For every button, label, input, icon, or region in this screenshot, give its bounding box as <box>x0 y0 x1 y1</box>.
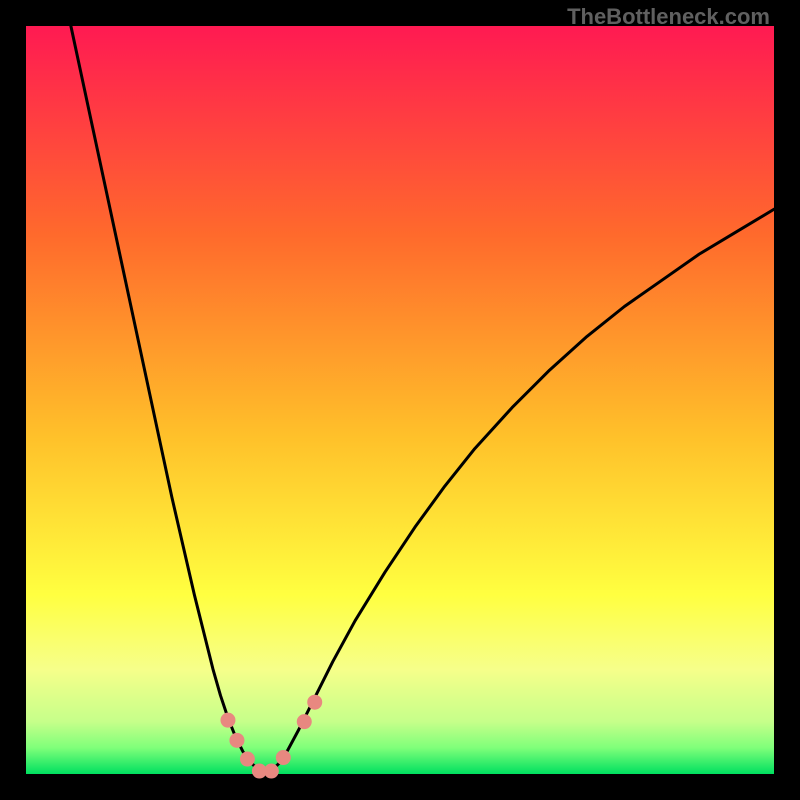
plot-background <box>26 26 774 774</box>
curve-marker <box>240 752 254 766</box>
bottleneck-chart <box>0 0 800 800</box>
curve-marker <box>297 715 311 729</box>
curve-marker <box>276 751 290 765</box>
curve-marker <box>308 695 322 709</box>
curve-marker <box>264 764 278 778</box>
curve-marker <box>230 733 244 747</box>
curve-marker <box>221 713 235 727</box>
attribution-text: TheBottleneck.com <box>567 4 770 30</box>
